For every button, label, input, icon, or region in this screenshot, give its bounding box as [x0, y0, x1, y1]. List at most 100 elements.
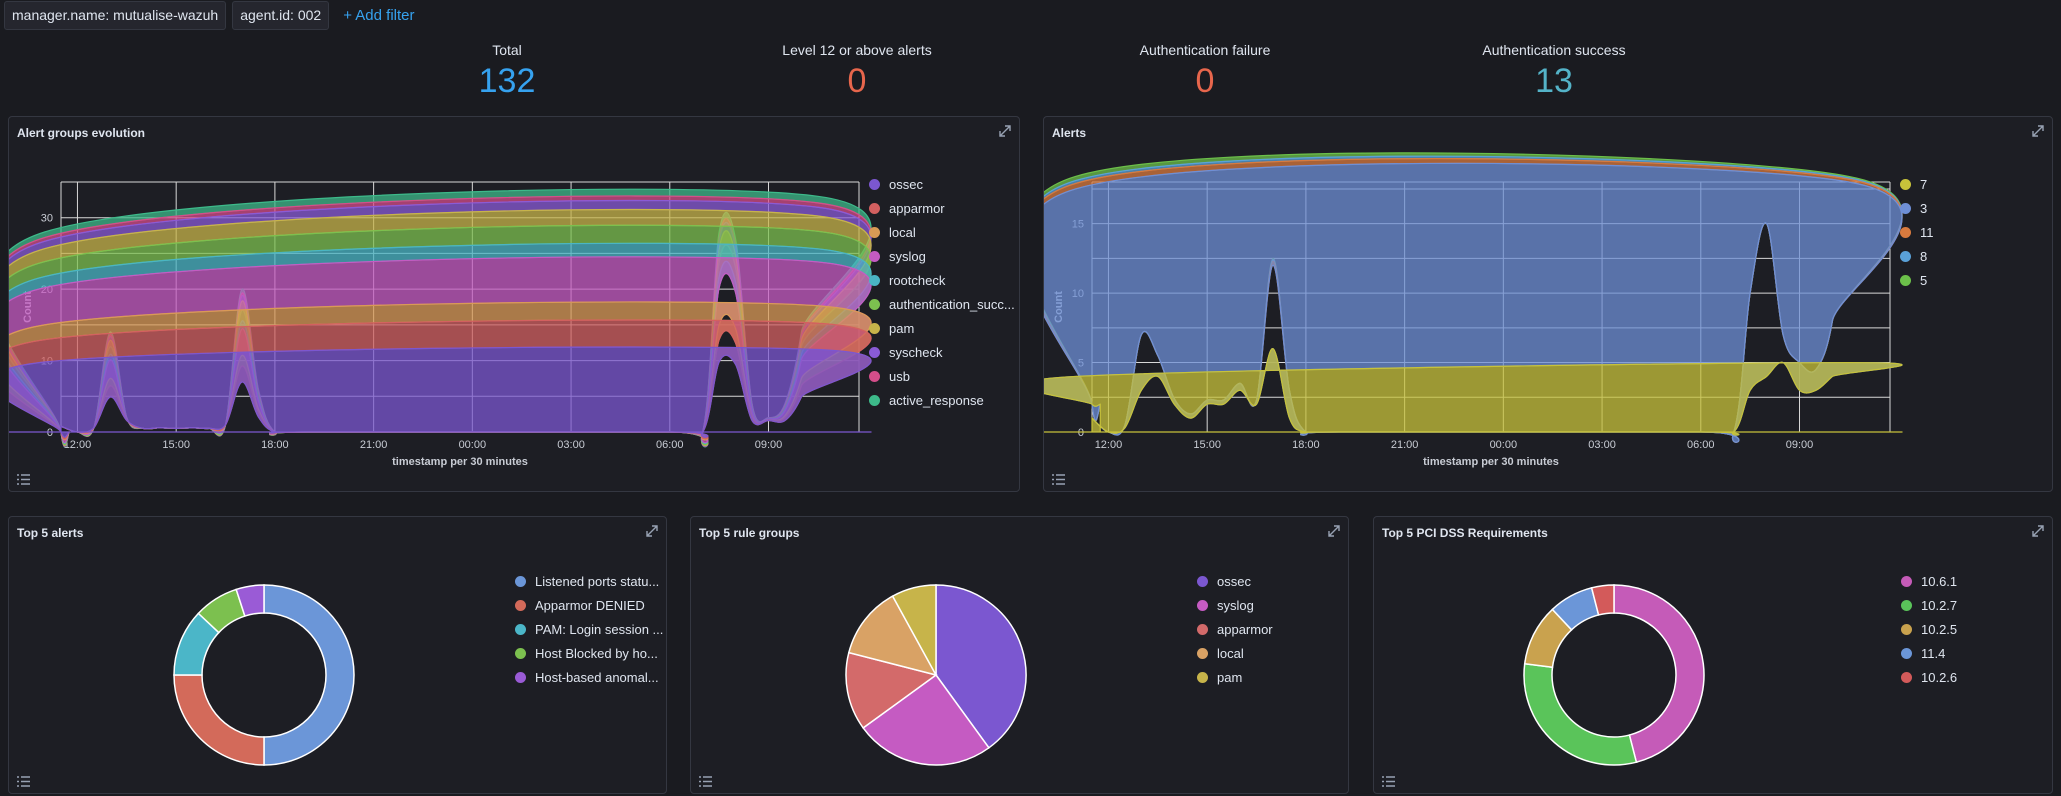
legend-item[interactable]: pam: [869, 316, 1015, 340]
metric-label: Total: [492, 42, 522, 58]
legend-item[interactable]: 10.2.6: [1901, 665, 1957, 689]
panel-top5-rule-groups: Top 5 rule groups ossec syslog apparmor loc…: [690, 516, 1349, 794]
legend-item[interactable]: 11.4: [1901, 641, 1957, 665]
panel-title: Top 5 rule groups: [699, 526, 800, 540]
legend-dot-icon: [1197, 575, 1208, 587]
expand-icon[interactable]: [644, 523, 660, 539]
pie-slice: [173, 674, 265, 766]
legend-label: 10.2.6: [1921, 669, 1958, 685]
legend-label: syscheck: [889, 344, 943, 360]
metric-value: 13: [1535, 62, 1573, 100]
x-tick-label: 12:00: [64, 439, 92, 451]
legend-item[interactable]: usb: [869, 364, 1015, 388]
legend-label: rootcheck: [889, 272, 946, 288]
add-filter-link[interactable]: + Add filter: [343, 6, 415, 24]
legend-item[interactable]: apparmor: [1197, 617, 1273, 641]
legend-item[interactable]: 10.2.5: [1901, 617, 1957, 641]
legend-item[interactable]: apparmor: [869, 196, 1015, 220]
legend-item[interactable]: 10.2.7: [1901, 593, 1957, 617]
legend-dot-icon: [1197, 647, 1208, 659]
expand-icon[interactable]: [1326, 523, 1342, 539]
legend-item[interactable]: ossec: [1197, 569, 1273, 593]
legend-dot-icon: [1197, 671, 1208, 683]
legend-label: ossec: [889, 176, 923, 192]
list-icon[interactable]: [17, 474, 30, 485]
legend-dot-icon: [1901, 575, 1912, 587]
legend-dot-icon: [1900, 274, 1911, 286]
legend-dot-icon: [869, 202, 880, 214]
legend-item[interactable]: Listened ports statu...: [515, 569, 663, 593]
x-axis-label: timestamp per 30 minutes: [1423, 456, 1559, 468]
legend-label: authentication_succ...: [889, 296, 1015, 312]
x-tick-label: 06:00: [1687, 439, 1715, 451]
pie-slice: [935, 584, 1027, 749]
legend-dot-icon: [515, 671, 526, 683]
legend-item[interactable]: PAM: Login session ...: [515, 617, 663, 641]
legend-label: local: [889, 224, 916, 240]
legend-item[interactable]: local: [869, 220, 1015, 244]
legend-item[interactable]: syslog: [1197, 593, 1273, 617]
legend-dot-icon: [1900, 250, 1911, 262]
legend-label: 7: [1920, 176, 1928, 192]
metric-total: Total 132: [327, 42, 687, 101]
list-icon[interactable]: [699, 776, 712, 787]
legend-item[interactable]: 7: [1900, 172, 1934, 196]
expand-icon[interactable]: [997, 123, 1013, 139]
legend-item[interactable]: pam: [1197, 665, 1273, 689]
legend-label: 10.2.5: [1921, 621, 1958, 637]
list-icon[interactable]: [1382, 776, 1395, 787]
x-tick-label: 15:00: [1193, 439, 1221, 451]
x-tick-label: 00:00: [459, 439, 487, 451]
expand-icon[interactable]: [2030, 123, 2046, 139]
legend-label: 3: [1920, 200, 1928, 216]
legend-dot-icon: [1901, 671, 1912, 683]
area-series-ossec: [9, 346, 872, 438]
expand-icon[interactable]: [2030, 523, 2046, 539]
legend-dot-icon: [1900, 226, 1911, 238]
panel-title: Alert groups evolution: [17, 126, 146, 140]
x-tick-label: 21:00: [1391, 439, 1419, 451]
legend-item[interactable]: 10.6.1: [1901, 569, 1957, 593]
legend-item[interactable]: 3: [1900, 196, 1934, 220]
legend-label: pam: [889, 320, 915, 336]
x-tick-label: 15:00: [162, 439, 190, 451]
legend-item[interactable]: authentication_succ...: [869, 292, 1015, 316]
legend-item[interactable]: Host-based anomal...: [515, 665, 663, 689]
filter-pill-manager[interactable]: manager.name: mutualise-wazuh: [4, 0, 227, 30]
chart-legend: ossec syslog apparmor local pam: [1197, 569, 1273, 689]
legend-dot-icon: [869, 226, 880, 238]
legend-dot-icon: [1901, 599, 1912, 611]
legend-item[interactable]: syscheck: [869, 340, 1015, 364]
metric-value: 0: [1195, 62, 1215, 100]
legend-item[interactable]: rootcheck: [869, 268, 1015, 292]
metric-label: Authentication failure: [1139, 42, 1271, 58]
legend-label: 10.2.7: [1921, 597, 1958, 613]
x-tick-label: 06:00: [656, 439, 684, 451]
legend-item[interactable]: Apparmor DENIED: [515, 593, 663, 617]
list-icon[interactable]: [17, 776, 30, 787]
pie-slice: [1590, 584, 1615, 616]
legend-dot-icon: [869, 178, 880, 190]
list-icon[interactable]: [1052, 474, 1065, 485]
legend-dot-icon: [1900, 178, 1911, 190]
legend-label: Host-based anomal...: [535, 669, 659, 685]
pie-slice: [263, 584, 355, 766]
legend-item[interactable]: syslog: [869, 244, 1015, 268]
legend-item[interactable]: ossec: [869, 172, 1015, 196]
panel-alerts: Alerts 05101512:0015:0018:0021:0000:0003…: [1043, 116, 2053, 492]
legend-item[interactable]: 8: [1900, 244, 1934, 268]
legend-label: pam: [1217, 669, 1243, 685]
legend-label: active_response: [889, 392, 984, 408]
legend-item[interactable]: local: [1197, 641, 1273, 665]
x-tick-label: 09:00: [755, 439, 783, 451]
legend-item[interactable]: Host Blocked by ho...: [515, 641, 663, 665]
legend-dot-icon: [1901, 647, 1912, 659]
y-tick-label: 0: [47, 427, 53, 439]
legend-dot-icon: [869, 274, 880, 286]
metric-level12: Level 12 or above alerts 0: [677, 42, 1037, 101]
legend-item[interactable]: 5: [1900, 268, 1934, 292]
filter-pill-agent[interactable]: agent.id: 002: [232, 0, 330, 30]
pie-slice: [891, 584, 937, 676]
legend-item[interactable]: active_response: [869, 388, 1015, 412]
legend-item[interactable]: 11: [1900, 220, 1934, 244]
